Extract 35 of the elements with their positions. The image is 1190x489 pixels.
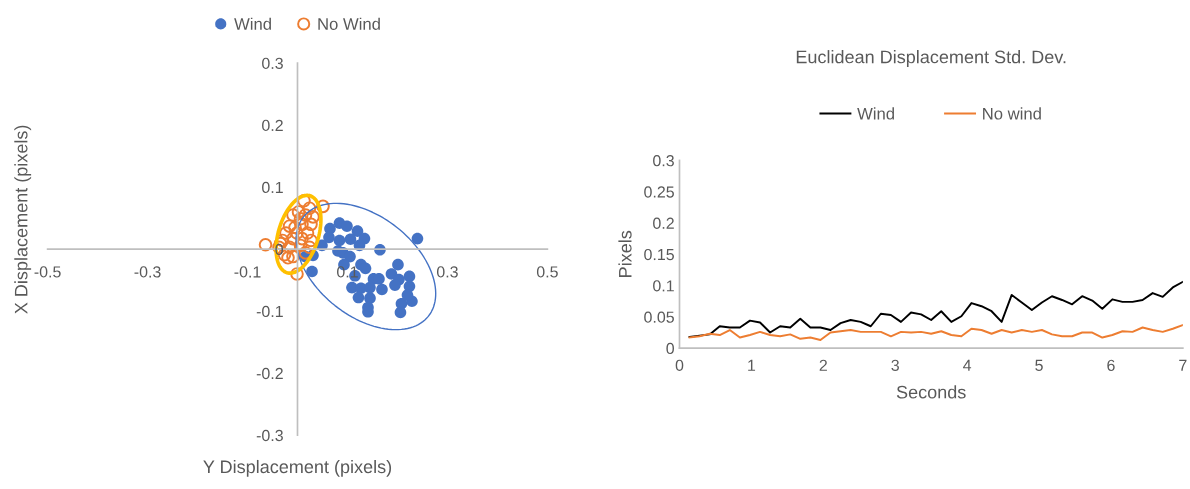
legend-label: Wind <box>857 107 894 120</box>
x-axis-title: Y Displacement (pixels) <box>203 459 392 477</box>
y-tick-label: 0.05 <box>644 311 674 323</box>
y-tick-label: -0.2 <box>256 367 283 380</box>
x-tick-label: 0.5 <box>536 266 558 278</box>
y-tick-label: 0.25 <box>644 186 674 198</box>
y-tick-label: 0.3 <box>653 155 674 167</box>
x-tick-label: 3 <box>891 359 899 372</box>
y-axis-title: X Displacement (pixels) <box>14 125 32 314</box>
x-tick-label: -0.5 <box>34 266 61 278</box>
x-tick-label: 4 <box>963 359 972 371</box>
x-axis-title: Seconds <box>896 385 966 399</box>
y-axis-title: Pixels <box>618 230 632 277</box>
x-tick-label: -0.1 <box>234 266 261 278</box>
x-tick-label: 6 <box>1107 359 1115 372</box>
legend-label: No wind <box>983 107 1041 120</box>
legend-label: No Wind <box>318 17 380 30</box>
y-tick-label: 0.3 <box>262 57 283 70</box>
y-tick-label: 0 <box>666 342 674 355</box>
y-tick-label: 0.1 <box>262 181 283 194</box>
x-tick-label: 2 <box>819 359 827 371</box>
x-tick-label: 1 <box>748 359 756 371</box>
x-tick-label: 5 <box>1035 359 1043 372</box>
y-tick-label: 0.15 <box>644 248 674 261</box>
y-tick-label: 0.2 <box>653 217 674 229</box>
x-tick-label: 7 <box>1179 359 1187 371</box>
x-tick-label: 0 <box>675 359 684 372</box>
y-tick-label: -0.1 <box>256 305 283 318</box>
x-tick-label: 0.3 <box>436 266 458 278</box>
y-tick-label: -0.3 <box>256 429 283 442</box>
legend-label: Wind <box>234 17 271 30</box>
y-tick-label: 0.1 <box>653 280 674 292</box>
x-tick-label: -0.3 <box>134 266 161 278</box>
chart-title: Euclidean Displacement Std. Dev. <box>796 50 1066 67</box>
y-tick-label: 0.2 <box>262 119 283 132</box>
